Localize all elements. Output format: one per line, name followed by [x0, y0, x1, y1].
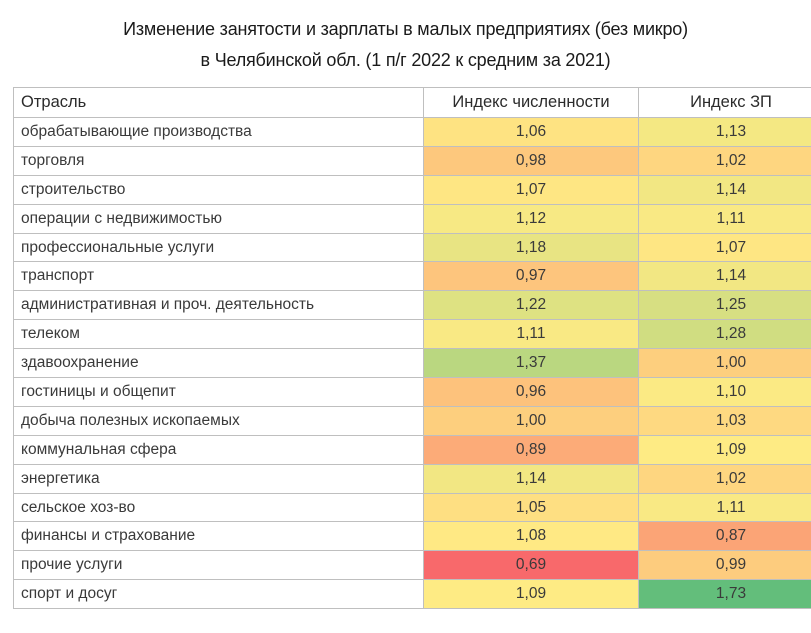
- salary-index-cell: 0,99: [638, 550, 811, 581]
- headcount-index-cell: 1,18: [423, 232, 639, 263]
- industry-cell: торговля: [13, 145, 424, 176]
- table-row: финансы и страхование 1,08 0,87: [13, 521, 811, 552]
- industry-cell: транспорт: [13, 261, 424, 292]
- salary-index-cell: 1,11: [638, 492, 811, 523]
- table-row: строительство 1,07 1,14: [13, 174, 811, 205]
- page-title: Изменение занятости и зарплаты в малых п…: [0, 14, 811, 76]
- table-row: коммунальная сфера 0,89 1,09: [13, 434, 811, 465]
- table-row: телеком 1,11 1,28: [13, 319, 811, 350]
- headcount-index-cell: 0,96: [423, 377, 639, 407]
- column-header-industry: Отрасль: [13, 87, 424, 118]
- headcount-index-cell: 1,09: [423, 579, 639, 610]
- table-row: энергетика 1,14 1,02: [13, 463, 811, 494]
- headcount-index-cell: 1,05: [423, 492, 639, 523]
- salary-index-cell: 1,14: [638, 261, 811, 292]
- salary-index-cell: 1,73: [638, 579, 811, 610]
- employment-salary-table: Отрасль Индекс численности Индекс ЗП обр…: [13, 87, 811, 610]
- table-row: транспорт 0,97 1,14: [13, 261, 811, 292]
- table-row: спорт и досуг 1,09 1,73: [13, 579, 811, 610]
- industry-cell: профессиональные услуги: [13, 232, 424, 263]
- industry-cell: здавоохранение: [13, 348, 424, 379]
- table-row: гостиницы и общепит 0,96 1,10: [13, 377, 811, 407]
- salary-index-cell: 1,02: [638, 463, 811, 494]
- headcount-index-cell: 1,08: [423, 521, 639, 552]
- headcount-index-cell: 1,07: [423, 174, 639, 205]
- salary-index-cell: 0,87: [638, 521, 811, 552]
- salary-index-cell: 1,03: [638, 405, 811, 436]
- table-row: здавоохранение 1,37 1,00: [13, 348, 811, 379]
- table-row: торговля 0,98 1,02: [13, 145, 811, 176]
- salary-index-cell: 1,25: [638, 290, 811, 321]
- headcount-index-cell: 1,14: [423, 463, 639, 494]
- industry-cell: строительство: [13, 174, 424, 205]
- headcount-index-cell: 1,00: [423, 405, 639, 436]
- headcount-index-cell: 0,97: [423, 261, 639, 292]
- headcount-index-cell: 1,06: [423, 117, 639, 147]
- industry-cell: добыча полезных ископаемых: [13, 405, 424, 436]
- table-row: административная и проч. деятельность 1,…: [13, 290, 811, 321]
- headcount-index-cell: 1,22: [423, 290, 639, 321]
- salary-index-cell: 1,11: [638, 203, 811, 234]
- industry-cell: прочие услуги: [13, 550, 424, 581]
- table-header: Отрасль Индекс численности Индекс ЗП: [13, 87, 811, 118]
- headcount-index-cell: 1,12: [423, 203, 639, 234]
- table-body: обрабатывающие производства 1,06 1,13 то…: [13, 117, 811, 610]
- table-row: прочие услуги 0,69 0,99: [13, 550, 811, 581]
- headcount-index-cell: 0,89: [423, 434, 639, 465]
- salary-index-cell: 1,09: [638, 434, 811, 465]
- column-header-headcount-index: Индекс численности: [423, 87, 639, 118]
- industry-cell: коммунальная сфера: [13, 434, 424, 465]
- table-row: сельское хоз-во 1,05 1,11: [13, 492, 811, 523]
- industry-cell: гостиницы и общепит: [13, 377, 424, 407]
- salary-index-cell: 1,07: [638, 232, 811, 263]
- page-title-line-1: Изменение занятости и зарплаты в малых п…: [123, 19, 688, 39]
- salary-index-cell: 1,00: [638, 348, 811, 379]
- industry-cell: административная и проч. деятельность: [13, 290, 424, 321]
- industry-cell: операции с недвижимостью: [13, 203, 424, 234]
- industry-cell: финансы и страхование: [13, 521, 424, 552]
- headcount-index-cell: 1,37: [423, 348, 639, 379]
- salary-index-cell: 1,28: [638, 319, 811, 350]
- salary-index-cell: 1,13: [638, 117, 811, 147]
- headcount-index-cell: 1,11: [423, 319, 639, 350]
- headcount-index-cell: 0,69: [423, 550, 639, 581]
- salary-index-cell: 1,14: [638, 174, 811, 205]
- headcount-index-cell: 0,98: [423, 145, 639, 176]
- industry-cell: энергетика: [13, 463, 424, 494]
- table-header-row: Отрасль Индекс численности Индекс ЗП: [13, 87, 811, 118]
- table-row: обрабатывающие производства 1,06 1,13: [13, 117, 811, 147]
- table-row: профессиональные услуги 1,18 1,07: [13, 232, 811, 263]
- industry-cell: обрабатывающие производства: [13, 117, 424, 147]
- industry-cell: телеком: [13, 319, 424, 350]
- table-row: операции с недвижимостью 1,12 1,11: [13, 203, 811, 234]
- salary-index-cell: 1,10: [638, 377, 811, 407]
- industry-cell: сельское хоз-во: [13, 492, 424, 523]
- table-row: добыча полезных ископаемых 1,00 1,03: [13, 405, 811, 436]
- page-title-line-2: в Челябинской обл. (1 п/г 2022 к средним…: [200, 50, 611, 70]
- column-header-salary-index: Индекс ЗП: [638, 87, 811, 118]
- industry-cell: спорт и досуг: [13, 579, 424, 610]
- salary-index-cell: 1,02: [638, 145, 811, 176]
